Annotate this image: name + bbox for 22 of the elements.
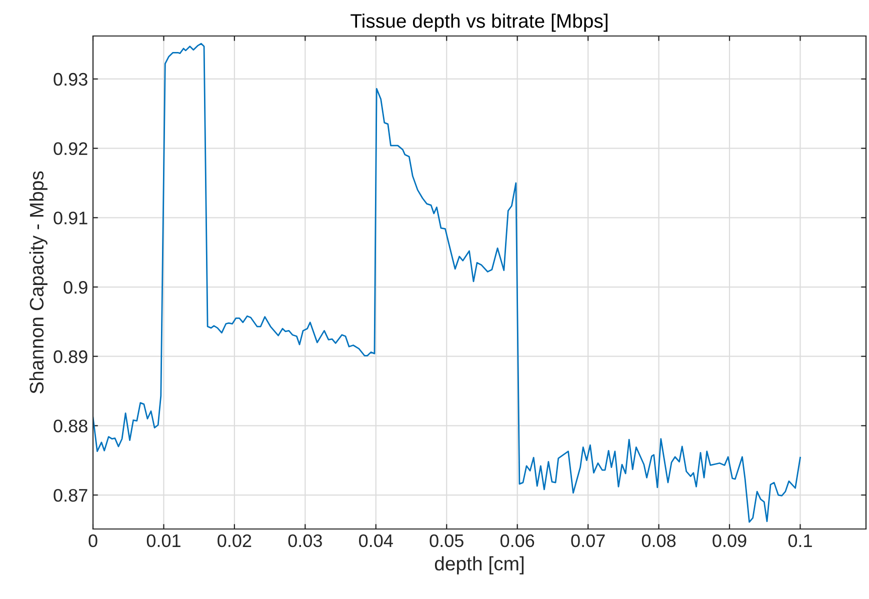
chart-title: Tissue depth vs bitrate [Mbps] <box>350 14 608 32</box>
x-tick-label: 0.07 <box>571 534 605 548</box>
x-tick-label: 0 <box>88 534 98 548</box>
x-tick-label: 0.01 <box>146 534 180 548</box>
y-tick-label: 0.89 <box>54 350 88 364</box>
line-series <box>93 42 801 523</box>
y-tick-label: 0.9 <box>64 280 88 294</box>
x-tick-label: 0.02 <box>218 534 252 548</box>
x-axis-title: depth [cm] <box>434 556 524 574</box>
y-tick-label: 0.88 <box>54 420 88 432</box>
x-tick-label: 0.05 <box>430 534 464 548</box>
y-axis-title: Shannon Capacity - Mbps <box>29 171 48 394</box>
y-tick-label: 0.91 <box>54 212 88 224</box>
x-tick-label: 0.03 <box>288 534 322 548</box>
y-tick-label: 0.93 <box>54 72 88 86</box>
x-tick-label: 0.04 <box>359 534 393 548</box>
x-tick-label: 0.09 <box>712 534 746 548</box>
x-tick-label: 0.1 <box>788 534 812 548</box>
x-tick-label: 0.06 <box>500 534 534 548</box>
y-tick-label: 0.92 <box>54 142 88 156</box>
x-tick-label: 0.08 <box>642 534 676 548</box>
y-tick-label: 0.87 <box>54 488 88 502</box>
